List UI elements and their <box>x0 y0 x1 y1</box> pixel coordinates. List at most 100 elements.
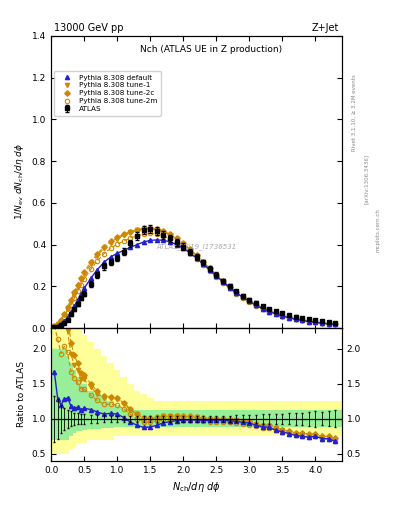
Pythia 8.308 tune-2c <box>79 275 83 281</box>
Legend: Pythia 8.308 default, Pythia 8.308 tune-1, Pythia 8.308 tune-2c, Pythia 8.308 tu: Pythia 8.308 default, Pythia 8.308 tune-… <box>54 71 160 116</box>
Pythia 8.308 tune-1 <box>121 232 126 239</box>
Pythia 8.308 tune-2c <box>260 305 265 311</box>
Pythia 8.308 default <box>286 315 291 321</box>
Pythia 8.308 default <box>194 255 199 261</box>
Pythia 8.308 tune-1 <box>62 312 67 318</box>
Pythia 8.308 tune-1 <box>128 229 133 236</box>
Pythia 8.308 tune-2m <box>333 322 338 328</box>
Pythia 8.308 tune-2c <box>267 308 272 314</box>
Pythia 8.308 tune-2c <box>135 227 140 233</box>
Text: Z+Jet: Z+Jet <box>312 23 339 33</box>
Pythia 8.308 tune-1 <box>79 278 83 284</box>
Pythia 8.308 default <box>280 313 285 319</box>
Pythia 8.308 tune-2c <box>247 298 252 304</box>
Line: Pythia 8.308 default: Pythia 8.308 default <box>52 238 337 329</box>
Pythia 8.308 tune-1 <box>194 252 199 259</box>
Pythia 8.308 tune-2c <box>253 302 258 308</box>
Pythia 8.308 tune-1 <box>55 321 60 327</box>
Pythia 8.308 default <box>234 290 239 296</box>
Pythia 8.308 default <box>267 308 272 314</box>
Pythia 8.308 tune-2m <box>181 244 185 250</box>
Line: Pythia 8.308 tune-2c: Pythia 8.308 tune-2c <box>52 226 337 328</box>
Pythia 8.308 tune-1 <box>241 294 245 300</box>
Pythia 8.308 default <box>300 317 305 324</box>
Line: Pythia 8.308 tune-1: Pythia 8.308 tune-1 <box>52 227 337 328</box>
Pythia 8.308 default <box>72 303 77 309</box>
Pythia 8.308 tune-2c <box>234 289 239 295</box>
Pythia 8.308 tune-1 <box>174 236 179 242</box>
Pythia 8.308 default <box>187 250 192 256</box>
Pythia 8.308 tune-2c <box>55 321 60 327</box>
Pythia 8.308 tune-2m <box>194 255 199 262</box>
Pythia 8.308 tune-1 <box>102 245 107 251</box>
Pythia 8.308 tune-2c <box>59 317 63 323</box>
Pythia 8.308 tune-2m <box>241 295 245 301</box>
Pythia 8.308 tune-1 <box>227 284 232 290</box>
Text: mcplots.cern.ch: mcplots.cern.ch <box>375 208 380 252</box>
Pythia 8.308 tune-1 <box>253 302 258 308</box>
Pythia 8.308 default <box>68 309 73 315</box>
Pythia 8.308 tune-1 <box>108 240 113 246</box>
Pythia 8.308 tune-2c <box>320 320 325 326</box>
Pythia 8.308 tune-2c <box>214 271 219 278</box>
Pythia 8.308 tune-2m <box>72 295 77 302</box>
Pythia 8.308 tune-2c <box>141 225 146 231</box>
Pythia 8.308 tune-1 <box>286 314 291 321</box>
Pythia 8.308 tune-2m <box>65 309 70 315</box>
Pythia 8.308 tune-1 <box>214 272 219 278</box>
Pythia 8.308 tune-1 <box>300 317 305 324</box>
Pythia 8.308 tune-2m <box>141 231 146 237</box>
Pythia 8.308 tune-1 <box>220 278 225 284</box>
Pythia 8.308 tune-2m <box>174 240 179 246</box>
Pythia 8.308 tune-2m <box>227 285 232 291</box>
Pythia 8.308 tune-1 <box>181 241 185 247</box>
Pythia 8.308 default <box>82 285 86 291</box>
Pythia 8.308 default <box>214 273 219 279</box>
Pythia 8.308 tune-2m <box>88 266 93 272</box>
Pythia 8.308 default <box>65 314 70 320</box>
Pythia 8.308 tune-2c <box>293 316 298 322</box>
Pythia 8.308 tune-2c <box>82 269 86 275</box>
Pythia 8.308 tune-2m <box>82 276 86 282</box>
Pythia 8.308 tune-2m <box>135 232 140 239</box>
Pythia 8.308 tune-2m <box>267 309 272 315</box>
Pythia 8.308 tune-2m <box>220 280 225 286</box>
Pythia 8.308 tune-2m <box>208 268 212 274</box>
Pythia 8.308 default <box>102 259 107 265</box>
Pythia 8.308 tune-1 <box>201 259 206 265</box>
Pythia 8.308 default <box>55 323 60 329</box>
Pythia 8.308 tune-1 <box>68 299 73 305</box>
Pythia 8.308 tune-1 <box>88 261 93 267</box>
Pythia 8.308 default <box>52 324 57 330</box>
Pythia 8.308 tune-2c <box>52 323 57 329</box>
Pythia 8.308 tune-2m <box>128 235 133 241</box>
Pythia 8.308 tune-2c <box>220 278 225 284</box>
Pythia 8.308 tune-2m <box>115 241 119 247</box>
Pythia 8.308 tune-2m <box>52 324 57 330</box>
Pythia 8.308 default <box>333 322 338 328</box>
Pythia 8.308 tune-1 <box>59 317 63 324</box>
Pythia 8.308 tune-2m <box>234 290 239 296</box>
Pythia 8.308 tune-1 <box>208 266 212 272</box>
Pythia 8.308 tune-1 <box>293 316 298 322</box>
Pythia 8.308 default <box>307 318 311 325</box>
Pythia 8.308 tune-1 <box>187 246 192 252</box>
Pythia 8.308 tune-2m <box>95 258 100 264</box>
Pythia 8.308 tune-1 <box>168 231 173 238</box>
Text: Nch (ATLAS UE in Z production): Nch (ATLAS UE in Z production) <box>140 45 282 54</box>
Pythia 8.308 tune-1 <box>320 320 325 326</box>
Pythia 8.308 tune-2c <box>241 293 245 300</box>
Pythia 8.308 tune-2c <box>128 228 133 234</box>
Pythia 8.308 default <box>88 275 93 282</box>
Pythia 8.308 tune-2c <box>313 319 318 325</box>
Pythia 8.308 tune-2c <box>208 265 212 271</box>
Pythia 8.308 tune-1 <box>267 308 272 314</box>
Pythia 8.308 default <box>79 291 83 297</box>
Pythia 8.308 tune-2c <box>168 231 173 238</box>
Pythia 8.308 default <box>220 279 225 285</box>
Pythia 8.308 tune-1 <box>148 226 152 232</box>
Pythia 8.308 tune-2c <box>95 251 100 257</box>
Pythia 8.308 tune-2m <box>108 245 113 251</box>
Pythia 8.308 default <box>253 302 258 308</box>
Pythia 8.308 tune-2m <box>62 314 67 321</box>
